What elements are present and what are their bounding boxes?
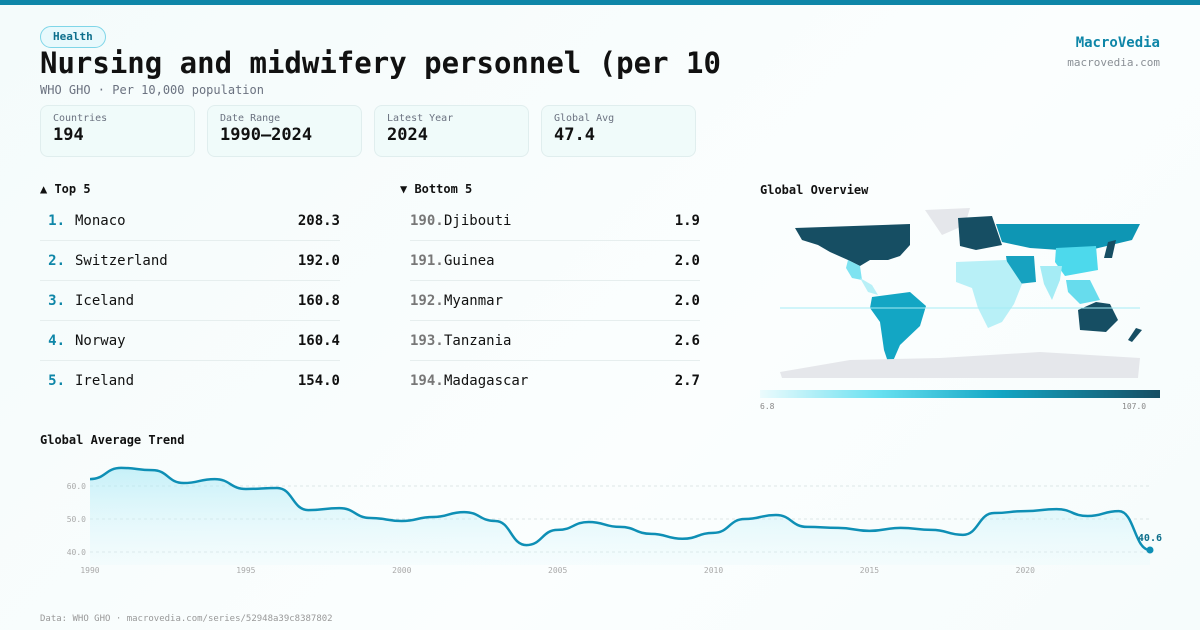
footer-source: Data: WHO GHO · macrovedia.com/series/52… <box>40 614 333 624</box>
rank: 1. <box>48 212 65 229</box>
country-name: Tanzania <box>444 332 512 349</box>
list-item[interactable]: 5. Ireland 154.0 <box>40 361 340 401</box>
country-name: Switzerland <box>75 252 168 269</box>
y-tick-label: 50.0 <box>67 515 86 524</box>
map-color-scale <box>760 390 1160 398</box>
country-value: 160.8 <box>297 292 340 309</box>
list-item[interactable]: 193. Tanzania 2.6 <box>410 321 700 361</box>
map-greenland <box>925 208 970 235</box>
list-item[interactable]: 192. Myanmar 2.0 <box>410 281 700 321</box>
page-subtitle: WHO GHO · Per 10,000 population <box>40 83 264 97</box>
country-name: Myanmar <box>444 292 504 309</box>
list-item[interactable]: 194. Madagascar 2.7 <box>410 361 700 401</box>
stat-countries: Countries 194 <box>40 105 195 157</box>
country-name: Iceland <box>75 292 135 309</box>
trend-chart[interactable]: 40.0 50.0 60.0 1990 1995 2000 2005 2010 2015 2020… <box>0 450 1200 580</box>
list-item[interactable]: 2. Switzerland 192.0 <box>40 241 340 281</box>
map-china <box>1055 246 1098 276</box>
stat-label: Date Range <box>220 113 281 124</box>
trend-line <box>89 466 1151 552</box>
x-tick-label: 2015 <box>860 566 879 575</box>
rank: 4. <box>48 332 65 349</box>
map-north-america <box>795 224 910 266</box>
country-name: Ireland <box>75 373 135 389</box>
stat-value: 47.4 <box>554 125 595 145</box>
map-australia <box>1078 302 1118 332</box>
rank: 191. <box>410 252 444 269</box>
stat-label: Latest Year <box>387 113 454 124</box>
top-5-heading: ▲ Top 5 <box>40 182 91 196</box>
category-tag[interactable]: Health <box>40 26 106 48</box>
map-mexico <box>846 260 862 280</box>
scale-max-label: 107.0 <box>1122 402 1147 411</box>
stat-value: 1990–2024 <box>220 125 313 145</box>
x-tick-label: 2020 <box>1016 566 1035 575</box>
stat-value: 2024 <box>387 125 428 145</box>
rank: 194. <box>410 373 444 389</box>
world-map[interactable] <box>760 200 1160 385</box>
country-name: Djibouti <box>444 212 512 229</box>
country-value: 208.3 <box>297 212 340 229</box>
country-value: 2.7 <box>674 373 700 389</box>
stat-value: 194 <box>53 125 84 145</box>
rank: 5. <box>48 373 65 389</box>
map-europe <box>958 216 1002 250</box>
country-name: Madagascar <box>444 373 529 389</box>
map-japan <box>1104 240 1116 258</box>
country-value: 2.6 <box>674 332 700 349</box>
map-africa <box>956 260 1022 328</box>
map-new-zealand <box>1128 328 1142 342</box>
bottom-5-list: 190. Djibouti 1.9 191. Guinea 2.0 192. Myanmar 2… <box>410 201 700 401</box>
stat-latest-year: Latest Year 2024 <box>374 105 529 157</box>
stat-date-range: Date Range 1990–2024 <box>207 105 362 157</box>
list-item[interactable]: 4. Norway 160.4 <box>40 321 340 361</box>
stat-global-avg: Global Avg 47.4 <box>541 105 696 157</box>
rank: 3. <box>48 292 65 309</box>
country-name: Norway <box>75 332 126 349</box>
rank: 193. <box>410 332 444 349</box>
x-tick-label: 2005 <box>548 566 567 575</box>
brand-name[interactable]: MacroVedia <box>1075 35 1160 51</box>
map-central-america <box>860 278 878 295</box>
stat-label: Countries <box>53 113 108 124</box>
top-5-list: 1. Monaco 208.3 2. Switzerland 192.0 3. Iceland… <box>40 201 340 401</box>
list-item[interactable]: 191. Guinea 2.0 <box>410 241 700 281</box>
list-item[interactable]: 1. Monaco 208.3 <box>40 201 340 241</box>
y-tick-label: 60.0 <box>67 482 86 491</box>
scale-min-label: 6.8 <box>760 402 775 411</box>
bottom-5-heading: ▼ Bottom 5 <box>400 182 473 196</box>
x-tick-label: 2010 <box>704 566 723 575</box>
list-item[interactable]: 190. Djibouti 1.9 <box>410 201 700 241</box>
map-title: Global Overview <box>760 183 869 197</box>
x-tick-label: 2000 <box>392 566 411 575</box>
stat-label: Global Avg <box>554 113 615 124</box>
map-antarctica <box>780 352 1140 378</box>
rank: 2. <box>48 252 65 269</box>
country-name: Monaco <box>75 212 126 229</box>
list-item[interactable]: 3. Iceland 160.8 <box>40 281 340 321</box>
country-value: 160.4 <box>297 332 340 349</box>
data-point[interactable] <box>1146 546 1154 554</box>
map-southeast-asia <box>1066 280 1100 304</box>
brand-url[interactable]: macrovedia.com <box>1067 56 1160 69</box>
country-name: Guinea <box>444 252 495 269</box>
rank: 192. <box>410 292 444 309</box>
y-tick-label: 40.0 <box>67 548 86 557</box>
x-tick-label: 1990 <box>80 566 99 575</box>
country-value: 1.9 <box>674 212 700 229</box>
trend-title: Global Average Trend <box>40 433 185 447</box>
page-title: Nursing and midwifery personnel (per 10,… <box>40 46 720 80</box>
x-tick-label: 1995 <box>236 566 255 575</box>
map-india <box>1040 266 1062 300</box>
top-accent-bar <box>0 0 1200 5</box>
last-value-label: 40.6 <box>1138 533 1162 544</box>
country-value: 192.0 <box>297 252 340 269</box>
trend-area <box>90 467 1150 565</box>
rank: 190. <box>410 212 444 229</box>
country-value: 154.0 <box>297 373 340 389</box>
map-south-america <box>870 292 926 368</box>
country-value: 2.0 <box>674 292 700 309</box>
map-russia <box>996 224 1140 250</box>
country-value: 2.0 <box>674 252 700 269</box>
